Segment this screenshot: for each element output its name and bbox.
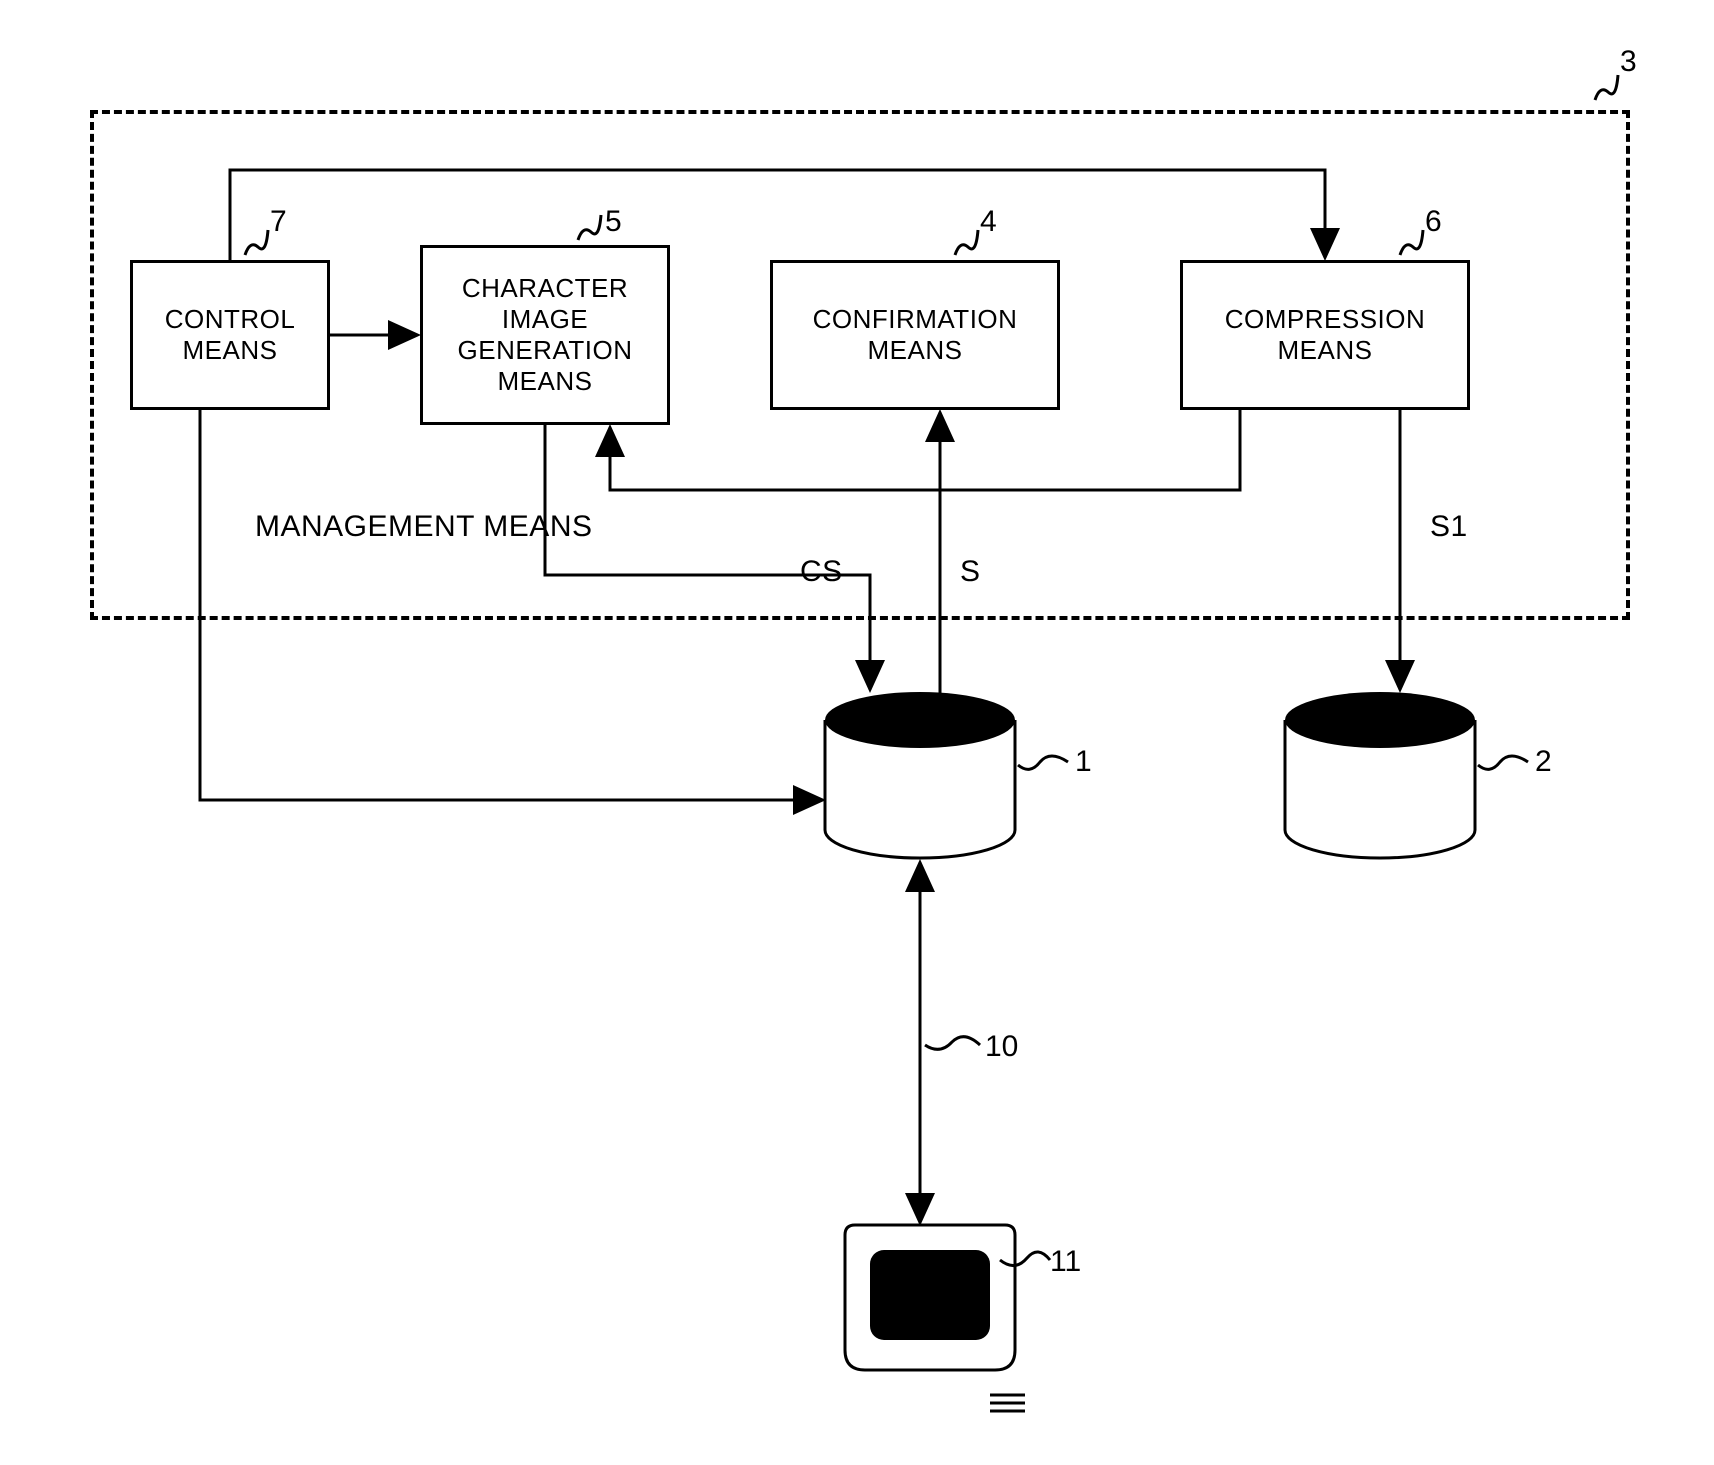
db2-cylinder: [1285, 692, 1475, 858]
squiggle-ref-10: [925, 1037, 980, 1050]
computer-icon: [820, 1225, 1040, 1425]
block-diagram: CONTROLMEANS CHARACTERIMAGEGENERATIONMEA…: [0, 0, 1714, 1465]
ref-1: 1: [1075, 745, 1092, 779]
s-edge-label: S: [960, 555, 981, 589]
management-means-label: MANAGEMENT MEANS: [255, 510, 593, 544]
squiggle-ref-11: [1000, 1252, 1050, 1266]
compression-means-box: COMPRESSIONMEANS: [1180, 260, 1470, 410]
ref-3: 3: [1620, 45, 1637, 79]
control-means-box: CONTROLMEANS: [130, 260, 330, 410]
char-image-gen-box: CHARACTERIMAGEGENERATIONMEANS: [420, 245, 670, 425]
confirmation-means-label: CONFIRMATIONMEANS: [813, 304, 1018, 366]
ref-10: 10: [985, 1030, 1018, 1064]
control-means-label: CONTROLMEANS: [165, 304, 296, 366]
cs-edge-label: CS: [800, 555, 843, 589]
ref-2: 2: [1535, 745, 1552, 779]
squiggle-ref-3: [1595, 75, 1618, 100]
squiggle-ref-1: [1018, 756, 1068, 769]
confirmation-means-box: CONFIRMATIONMEANS: [770, 260, 1060, 410]
ref-6: 6: [1425, 205, 1442, 239]
compression-means-label: COMPRESSIONMEANS: [1225, 304, 1426, 366]
db1-cylinder: [825, 692, 1015, 858]
ref-4: 4: [980, 205, 997, 239]
ref-5: 5: [605, 205, 622, 239]
char-image-gen-label: CHARACTERIMAGEGENERATIONMEANS: [458, 273, 633, 398]
ref-11: 11: [1050, 1245, 1081, 1279]
ref-7: 7: [270, 205, 287, 239]
squiggle-ref-2: [1478, 756, 1528, 769]
s1-edge-label: S1: [1430, 510, 1468, 544]
